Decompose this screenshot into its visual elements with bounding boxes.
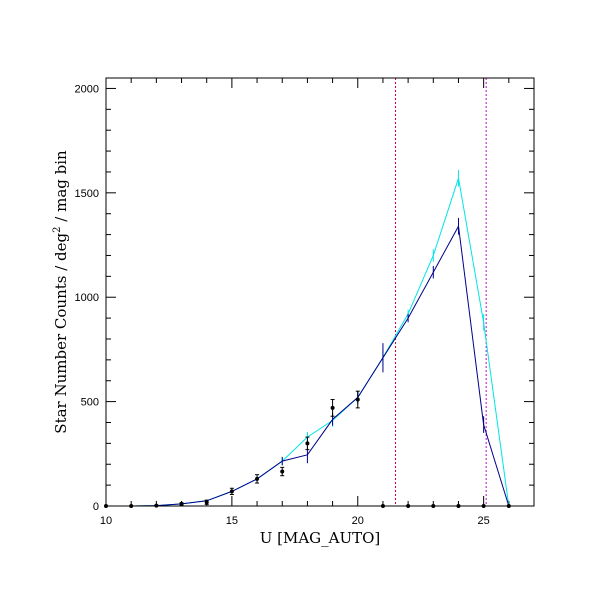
y-axis-label-sup: 2	[52, 226, 63, 232]
y-tick-label: 0	[93, 501, 99, 513]
x-tick-label: 20	[352, 515, 364, 527]
series-line	[131, 178, 510, 507]
series	[131, 217, 510, 507]
y-tick-label: 1500	[75, 188, 99, 200]
series	[131, 169, 510, 507]
data-point	[229, 489, 234, 494]
x-axis-label: U [MAG_AUTO]	[260, 529, 381, 547]
y-axis-label-tail: / mag bin	[52, 150, 70, 227]
limit-lines	[395, 78, 487, 506]
data-series	[104, 169, 511, 508]
y-axis-label: Star Number Counts / deg2 / mag bin	[52, 150, 70, 434]
data-point	[355, 397, 360, 402]
tick-marks	[105, 78, 535, 507]
y-axis-label-main: Star Number Counts / deg	[52, 232, 70, 433]
y-tick-label: 2000	[75, 83, 99, 95]
x-tick-label: 25	[478, 515, 490, 527]
series	[104, 390, 511, 508]
data-point	[330, 405, 335, 410]
data-point	[280, 469, 285, 474]
data-point	[179, 501, 184, 506]
data-point	[305, 441, 310, 446]
data-point	[255, 476, 260, 481]
plot-frame	[105, 77, 535, 507]
x-tick-label: 15	[226, 515, 238, 527]
y-tick-label: 500	[81, 397, 99, 409]
data-point	[204, 500, 209, 505]
x-tick-label: 10	[100, 515, 112, 527]
y-tick-label: 1000	[75, 292, 99, 304]
series-line	[131, 224, 510, 507]
tick-labels: 10 15 20 25 0 500 1000 1500 2000	[75, 83, 490, 527]
